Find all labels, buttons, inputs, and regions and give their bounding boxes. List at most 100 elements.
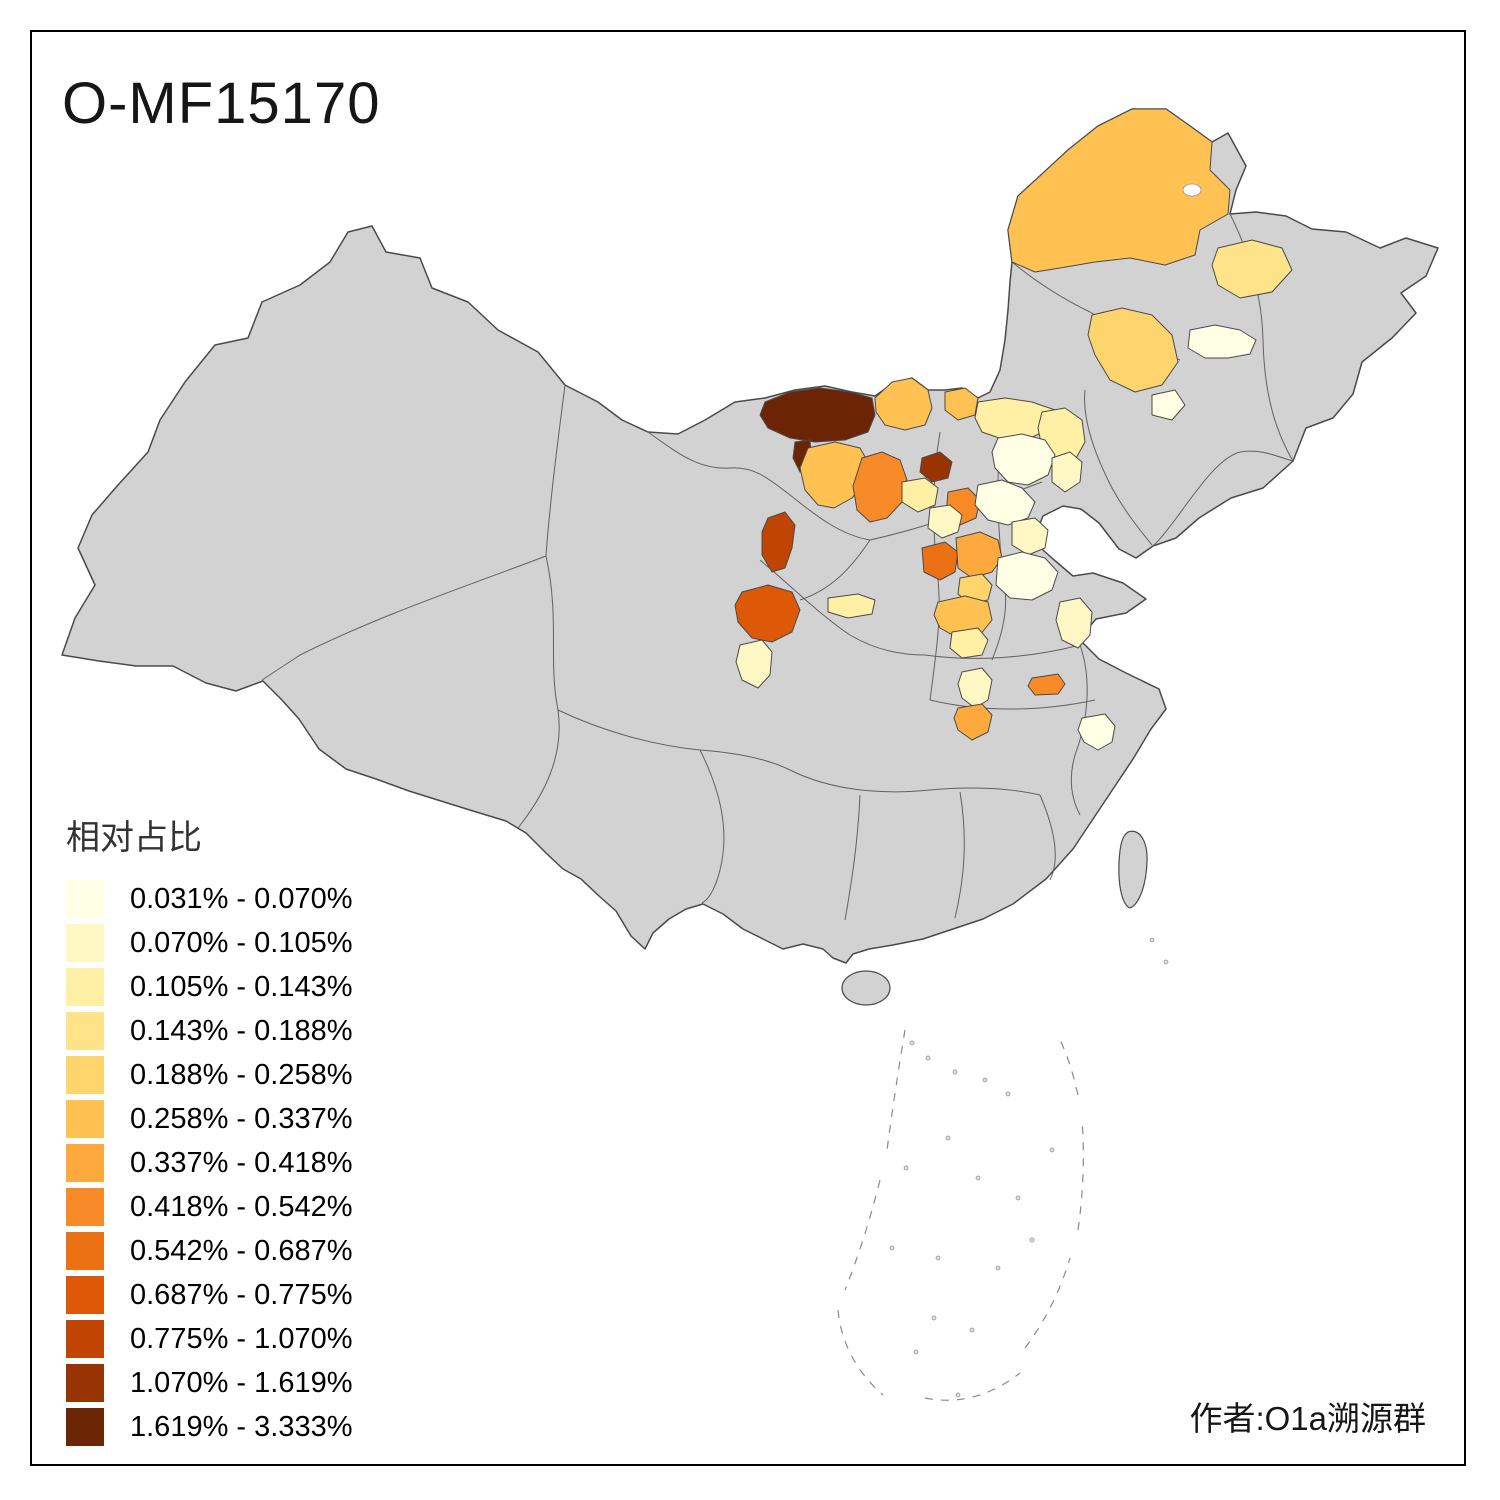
map-region [1051,451,1083,493]
province-border [1152,450,1294,547]
legend-label: 0.070% - 0.105% [130,926,353,959]
province-border [789,769,1041,796]
sea-dash [924,1372,1021,1401]
map-region [1007,108,1231,273]
legend-swatch [66,1144,104,1182]
legend-items: 0.031% - 0.070% 0.070% - 0.105% 0.105% - 0… [66,877,352,1449]
legend-row: 0.775% - 1.070% [66,1317,352,1361]
attribution-text: 作者:O1a溯源群 [1189,1400,1426,1437]
islet-dot [1029,1237,1035,1243]
islet-dot [1005,1091,1011,1097]
legend-swatch [66,924,104,962]
legend-label: 0.418% - 0.542% [130,1190,353,1223]
islet-dot [925,1055,931,1061]
islet-dot [931,1315,937,1321]
legend-swatch [66,1100,104,1138]
islet-dot [982,1077,988,1083]
map-region [799,441,869,509]
islet-dot [1015,1195,1021,1201]
map-region [735,639,773,689]
legend-label: 0.031% - 0.070% [130,882,353,915]
province-border [545,384,566,557]
map-region [919,451,953,483]
legend-title: 相对占比 [66,819,202,857]
map-region [1187,324,1257,359]
legend-row: 0.031% - 0.070% [66,877,352,921]
map-region [921,541,959,581]
south-china-sea-boundary [837,1029,1084,1401]
islet-dot [952,1069,958,1075]
legend-swatch [66,1408,104,1446]
islet-dot [1149,937,1155,943]
province-border [954,791,965,919]
map-region [1211,239,1293,299]
colored-regions [734,108,1293,751]
legend-swatch [66,1056,104,1094]
islet-dot [955,1392,961,1398]
province-border [1070,644,1088,816]
map-region [1151,389,1186,421]
islet-dot [909,1040,915,1046]
legend-swatch [66,1012,104,1050]
legend-label: 1.619% - 3.333% [130,1410,353,1443]
map-region [759,387,876,443]
legend-row: 0.418% - 0.542% [66,1185,352,1229]
map-region [1027,673,1066,696]
sea-islets [889,937,1169,1398]
legend-label: 0.337% - 0.418% [130,1146,353,1179]
legend-row: 0.188% - 0.258% [66,1053,352,1097]
islet-dot [1163,959,1169,965]
province-border [1084,389,1153,546]
legend-label: 1.070% - 1.619% [130,1366,353,1399]
province-border [844,794,861,921]
province-border [759,559,926,656]
map-region [761,511,796,573]
islet-dot [889,1245,895,1251]
legend-label: 0.542% - 0.687% [130,1234,353,1267]
province-border [924,644,1081,659]
map-region [949,627,989,659]
legend-label: 0.258% - 0.337% [130,1102,353,1135]
legend-label: 0.143% - 0.188% [130,1014,353,1047]
map-region [1077,713,1116,751]
legend-label: 0.105% - 0.143% [130,970,353,1003]
province-border [699,749,725,904]
lake [1182,183,1202,197]
sea-dash [837,1309,884,1396]
map-region [901,477,939,513]
hainan-island [841,970,891,1006]
map-region [991,433,1056,486]
map-region [1011,517,1049,556]
legend-row: 0.070% - 0.105% [66,921,352,965]
islet-dot [1049,1147,1055,1153]
legend-row: 0.337% - 0.418% [66,1141,352,1185]
legend: 相对占比 0.031% - 0.070% 0.070% - 0.105% 0.105… [66,810,352,1449]
province-border [1011,261,1091,313]
legend-label: 0.188% - 0.258% [130,1058,353,1091]
sea-dash [1024,1257,1071,1349]
map-region [974,479,1036,526]
legend-row: 1.070% - 1.619% [66,1361,352,1405]
sea-dash [886,1029,906,1151]
province-border [557,709,791,771]
legend-swatch [66,880,104,918]
province-border [647,431,871,541]
map-region [927,504,963,539]
legend-label: 0.687% - 0.775% [130,1278,353,1311]
legend-row: 0.258% - 0.337% [66,1097,352,1141]
legend-swatch [66,1364,104,1402]
province-borders [261,213,1294,921]
map-region [827,593,876,619]
map-region [1087,307,1179,393]
legend-label: 0.775% - 1.070% [130,1322,353,1355]
map-region [944,387,979,421]
province-border [799,539,871,601]
map-region [995,551,1059,601]
legend-row: 0.143% - 0.188% [66,1009,352,1053]
sea-dash [1059,1039,1079,1096]
islet-dot [913,1349,919,1355]
islet-dot [903,1165,909,1171]
islet-dot [995,1265,1001,1271]
province-border [1039,794,1056,881]
